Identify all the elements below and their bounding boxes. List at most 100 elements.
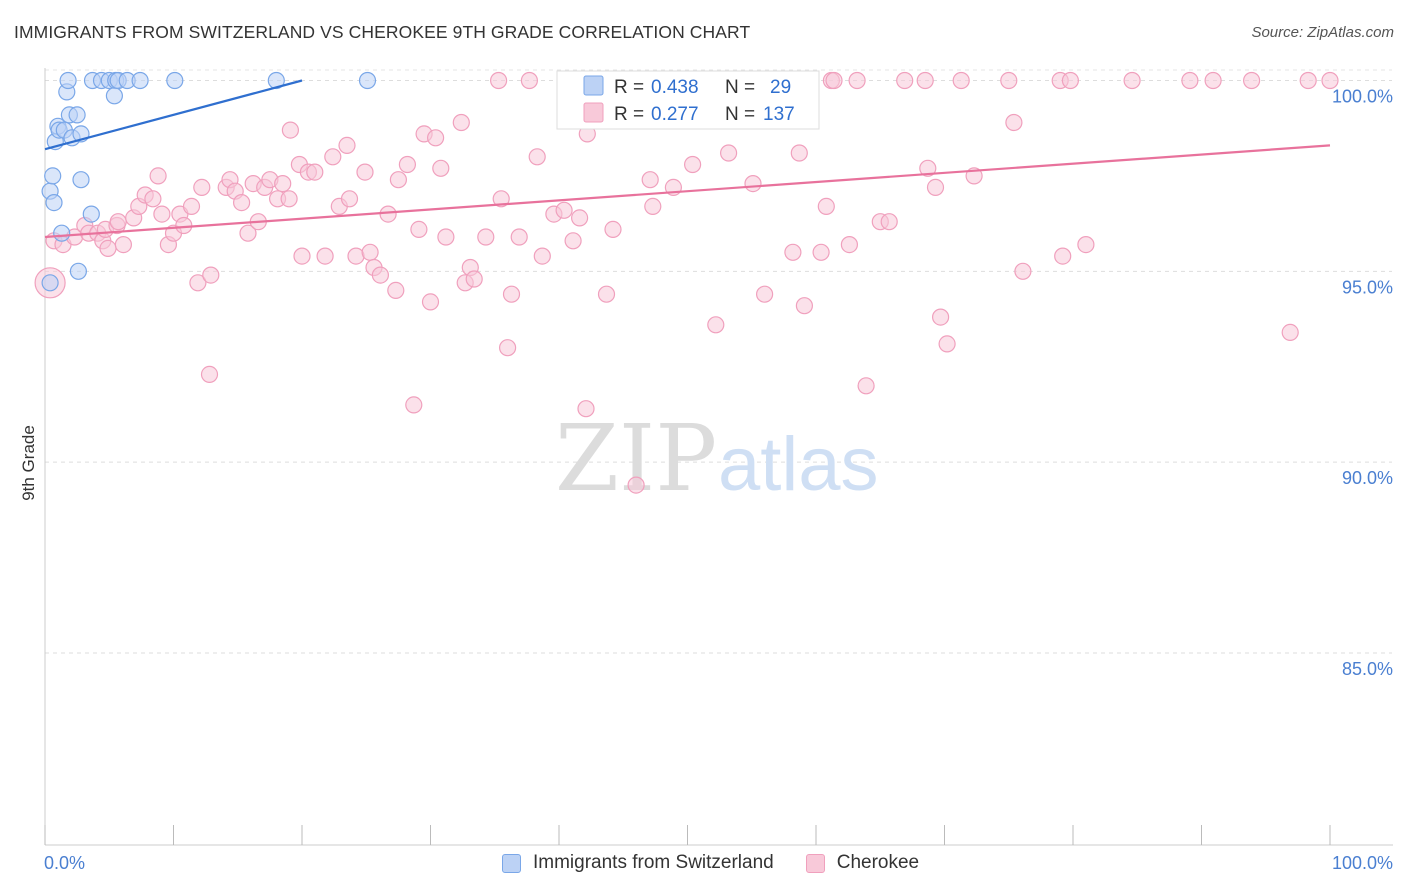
stats-swatch-cherokee — [583, 102, 604, 123]
point-cherokee — [99, 239, 117, 257]
point-cherokee — [421, 293, 440, 311]
point-cherokee — [432, 159, 450, 177]
point-cherokee — [1181, 71, 1199, 90]
point-cherokee — [641, 171, 659, 189]
legend-item-cherokee[interactable]: Cherokee — [805, 852, 920, 874]
x-tick-label-max: 100.0% — [1332, 853, 1393, 873]
point-cherokee — [499, 339, 517, 357]
point-switzerland — [44, 167, 62, 185]
point-cherokee — [1000, 71, 1018, 90]
point-cherokee — [1123, 71, 1141, 90]
point-cherokee — [477, 228, 495, 246]
point-cherokee — [189, 274, 207, 292]
point-cherokee — [371, 266, 389, 284]
point-cherokee — [707, 316, 725, 334]
point-cherokee — [817, 197, 835, 215]
point-cherokee — [919, 159, 937, 177]
point-cherokee — [387, 281, 405, 299]
legend-label-cherokee: Cherokee — [836, 852, 920, 873]
watermark-zip: ZIP — [555, 405, 717, 512]
point-cherokee — [398, 155, 416, 174]
point-switzerland — [45, 194, 63, 212]
point-cherokee — [520, 71, 539, 90]
point-cherokee — [564, 232, 582, 250]
point-cherokee — [338, 136, 356, 154]
point-cherokee — [200, 365, 219, 383]
point-switzerland — [53, 224, 71, 242]
point-cherokee — [452, 113, 470, 132]
point-cherokee — [324, 148, 342, 166]
stats-n-label-2: N = — [725, 104, 755, 125]
point-switzerland — [69, 262, 88, 280]
point-cherokee — [1077, 236, 1095, 254]
point-cherokee — [597, 285, 616, 303]
y-tick-label: 90.0% — [1342, 468, 1393, 488]
point-cherokee — [389, 171, 407, 189]
point-cherokee — [812, 243, 830, 261]
point-cherokee — [153, 205, 171, 223]
grid-lines — [45, 69, 1392, 654]
point-switzerland — [68, 106, 86, 124]
point-cherokee — [848, 71, 866, 90]
y-axis-label: 9th Grade — [19, 425, 38, 501]
trend-line-cherokee — [44, 144, 1331, 239]
point-cherokee — [880, 213, 898, 231]
legend-item-switzerland[interactable]: Immigrants from Switzerland — [502, 852, 774, 874]
tick-labels: 85.0% 90.0% 95.0% 100.0% 0.0% 100.0% — [44, 87, 1393, 874]
point-cherokee — [627, 476, 645, 494]
point-cherokee — [427, 129, 445, 147]
point-cherokee — [570, 209, 589, 227]
point-cherokee — [510, 228, 528, 246]
y-tick-label: 95.0% — [1342, 277, 1393, 297]
point-cherokee — [293, 247, 311, 265]
point-cherokee — [644, 197, 662, 215]
point-switzerland — [41, 274, 59, 292]
point-cherokee — [1299, 71, 1317, 90]
point-cherokee — [683, 155, 702, 174]
point-cherokee — [931, 308, 950, 326]
point-switzerland — [166, 71, 184, 90]
point-cherokee — [1005, 113, 1023, 132]
point-cherokee — [604, 220, 622, 238]
y-tick-label: 100.0% — [1332, 87, 1393, 107]
point-cherokee — [1054, 247, 1072, 265]
point-cherokee — [533, 247, 551, 265]
point-cherokee — [840, 236, 859, 254]
point-switzerland — [105, 87, 124, 105]
chart-title: IMMIGRANTS FROM SWITZERLAND VS CHEROKEE … — [14, 22, 751, 42]
legend-swatch-cherokee — [805, 853, 825, 873]
stats-n-value-switzerland: 29 — [770, 77, 791, 98]
point-cherokee — [744, 175, 762, 193]
point-cherokee — [361, 243, 379, 261]
point-cherokee — [280, 190, 298, 208]
point-cherokee — [1061, 71, 1080, 90]
point-cherokee — [1242, 71, 1261, 90]
point-cherokee — [202, 266, 220, 284]
watermark-atlas: atlas — [718, 422, 879, 507]
trend-lines — [44, 79, 1331, 239]
point-cherokee — [356, 163, 374, 181]
stats-swatch-switzerland — [583, 75, 604, 96]
point-cherokee — [1281, 323, 1299, 341]
point-cherokee — [1014, 262, 1032, 280]
point-cherokee — [239, 224, 257, 242]
watermark: ZIP atlas — [555, 405, 879, 512]
point-switzerland — [72, 171, 90, 189]
point-cherokee — [926, 178, 945, 196]
point-cherokee — [405, 396, 423, 414]
point-cherokee — [825, 71, 843, 90]
point-cherokee — [755, 285, 774, 303]
point-cherokee — [114, 236, 133, 254]
point-cherokee — [790, 144, 808, 162]
stats-n-value-cherokee: 137 — [763, 104, 795, 125]
point-cherokee — [437, 228, 455, 246]
point-cherokee — [490, 71, 508, 90]
point-cherokee — [274, 175, 292, 193]
point-cherokee — [502, 285, 521, 303]
point-cherokee — [952, 71, 970, 90]
point-cherokee — [719, 144, 738, 162]
point-cherokee — [938, 335, 956, 353]
point-cherokee — [784, 243, 802, 261]
source-label: Source: ZipAtlas.com — [1251, 24, 1394, 41]
